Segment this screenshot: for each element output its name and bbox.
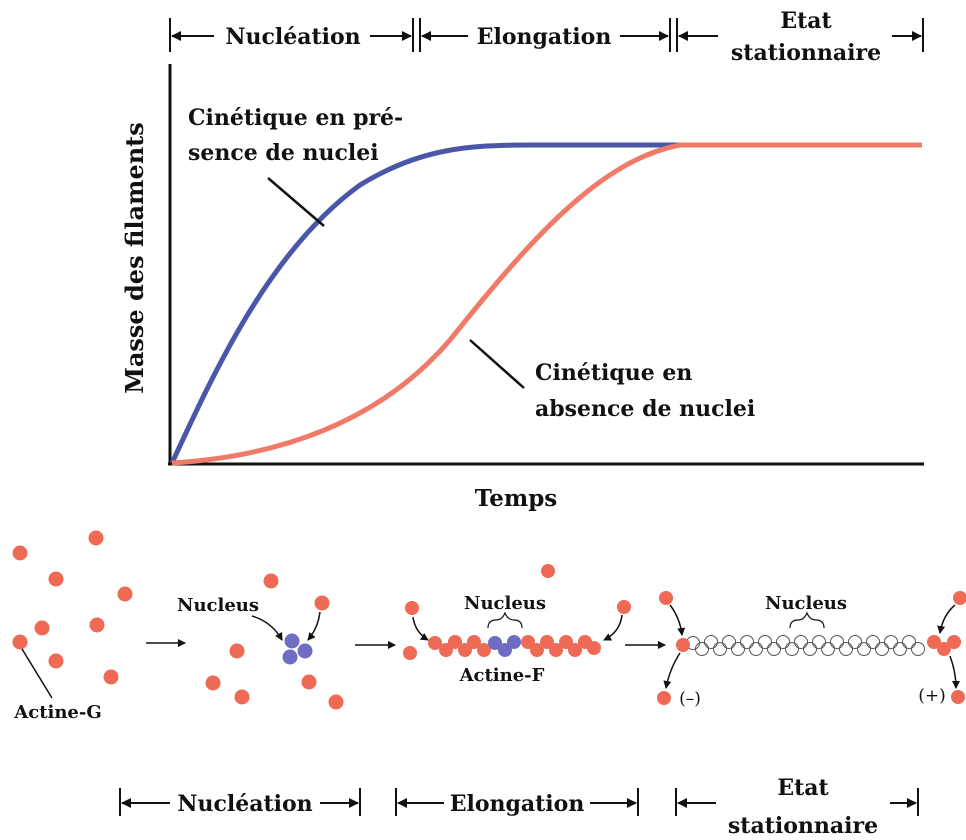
filament-nucleus <box>488 635 521 657</box>
mechanism-panel: Actine-G Nucleus Nucleus <box>12 530 966 723</box>
label-with-nuclei-2: sence de nuclei <box>188 140 379 166</box>
free-actin-g-monomers <box>12 530 133 685</box>
pointer-with-nuclei <box>267 177 325 227</box>
x-axis-label: Temps <box>475 485 557 512</box>
nucleus-label-3: Nucleus <box>765 593 847 614</box>
pointer-actine-g <box>21 648 53 699</box>
label-without-nuclei-2: absence de nuclei <box>535 396 755 422</box>
curve-with-nuclei <box>169 142 922 465</box>
pointer-without-nuclei <box>469 339 525 389</box>
filament-monomers <box>403 564 631 660</box>
bottom-nucleation-label: Nucléation <box>177 791 312 817</box>
steady-end-monomers <box>657 591 966 705</box>
top-elongation-label: Elongation <box>477 24 612 50</box>
label-without-nuclei-1: Cinétique en <box>535 360 692 386</box>
top-phase-bar: Nucléation Elongation Etat stationnaire <box>169 8 924 66</box>
top-steady-label-1: Etat <box>780 8 832 34</box>
y-axis-label: Masse des filaments <box>120 122 149 394</box>
nucleus-label-1: Nucleus <box>177 595 259 616</box>
nucleus-label-2: Nucleus <box>464 593 546 614</box>
actine-f-label: Actine-F <box>459 665 545 686</box>
curve-without-nuclei <box>171 142 922 466</box>
bottom-steady-label-1: Etat <box>777 775 829 801</box>
bottom-phase-bar: Nucléation Elongation Etat stationnaire <box>119 775 919 839</box>
top-steady-label-2: stationnaire <box>731 40 881 66</box>
actine-g-label: Actine-G <box>13 702 101 723</box>
nucleus-cluster <box>282 633 313 665</box>
stage2-monomers <box>205 573 344 710</box>
minus-end-label: (–) <box>679 689 701 709</box>
label-with-nuclei-1: Cinétique en pré- <box>188 105 403 131</box>
bottom-steady-label-2: stationnaire <box>728 813 878 839</box>
bottom-elongation-label: Elongation <box>450 791 585 817</box>
steady-filament-outline <box>686 635 925 656</box>
plus-end-label: (+) <box>918 686 946 706</box>
top-nucleation-label: Nucléation <box>225 24 360 50</box>
kinetics-graph: Cinétique en pré- sence de nuclei Cinéti… <box>120 64 924 512</box>
